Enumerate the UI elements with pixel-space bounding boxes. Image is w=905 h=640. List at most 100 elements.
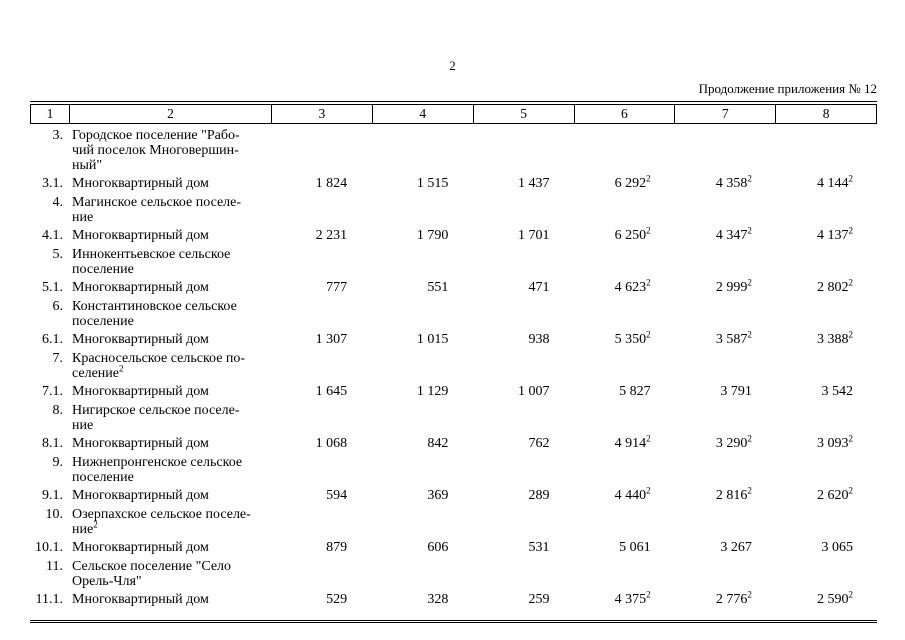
value-cell [371,299,472,329]
footnote-superscript: 2 [747,173,752,184]
name-line: ние [72,210,94,225]
name-line: Озерпахское сельское поселе- [72,507,251,522]
name-line: селение2 [72,363,124,381]
value-cell: 471 [528,280,550,295]
value-cell: 529 [326,592,348,607]
value-cell [776,403,877,433]
footnote-superscript: 2 [848,277,853,288]
row-name: Многоквартирный дом [68,228,270,243]
value-cell: 551 [427,280,449,295]
value-cell: 2 5902 [816,589,853,607]
value-cell [675,455,776,485]
value-cell [675,128,776,173]
value-cell: 3 2902 [715,433,752,451]
name-line: Многоквартирный дом [72,280,209,295]
value-cell [270,403,371,433]
value-cell: 3 0932 [816,433,853,451]
table-row: 10. Озерпахское сельское поселе-ние2 [30,507,877,537]
table-row: 3. Городское поселение "Рабо-чий поселок … [30,128,877,173]
row-name: Магинское сельское поселе-ние [68,195,270,225]
name-line: Сельское поселение "Село [72,559,232,574]
value-cell [776,128,877,173]
value-cell [472,559,573,589]
value-cell: 4 3472 [715,225,752,243]
name-line: поселение [72,262,134,277]
value-cell [675,195,776,225]
row-number: 4.1. [42,228,63,243]
row-name: Сельское поселение "Село Орель-Чля" [68,559,270,589]
value-cell: 531 [528,540,550,555]
row-name: Многоквартирный дом [68,592,270,607]
value-cell: 289 [528,488,550,503]
value-cell [371,195,472,225]
value-cell [573,507,674,537]
name-line: ние2 [72,519,98,537]
footnote-superscript: 2 [747,329,752,340]
value-cell: 606 [427,540,449,555]
value-cell: 2 8162 [715,485,752,503]
footnote-superscript: 2 [848,329,853,340]
name-line: Нижнепронгенское сельское [72,455,243,470]
name-line: Многоквартирный дом [72,592,209,607]
name-line: поселение [72,314,134,329]
table-row: 7.1. Многоквартирный дом 1 645 1 129 1 007 5 … [30,384,877,399]
row-number: 8.1. [42,436,63,451]
name-line: Многоквартирный дом [72,384,209,399]
row-number: 6. [52,299,64,314]
row-name: Озерпахское сельское поселе-ние2 [68,507,270,537]
continuation-note: Продолжение приложения № 12 [698,81,877,96]
value-cell: 777 [326,280,348,295]
table-row: 3.1. Многоквартирный дом 1 824 1 515 1 437 6 … [30,173,877,191]
row-number: 3.1. [42,176,63,191]
row-number: 10.1. [35,540,63,555]
value-cell [573,455,674,485]
value-cell [573,403,674,433]
name-line: Многоквартирный дом [72,540,209,555]
name-line: Многоквартирный дом [72,436,209,451]
table-header-cell: 3 [271,105,372,123]
value-cell: 4 3582 [715,173,752,191]
value-cell: 3 065 [821,540,853,555]
page-number: 2 [449,58,456,73]
row-name: Многоквартирный дом [68,540,270,555]
value-cell [776,247,877,277]
value-cell: 594 [326,488,348,503]
footnote-superscript: 2 [747,589,752,600]
value-cell: 1 007 [517,384,550,399]
row-name: Красносельское сельское по-селение2 [68,351,270,381]
name-line: Орель-Чля" [72,574,142,589]
row-number: 9. [52,455,64,470]
row-name: Иннокентьевское сельское поселение [68,247,270,277]
value-cell: 2 9992 [715,277,752,295]
value-cell: 4 1372 [816,225,853,243]
footnote-superscript: 2 [747,485,752,496]
value-cell [371,128,472,173]
value-cell [472,195,573,225]
value-cell [776,455,877,485]
value-cell: 1 701 [517,228,550,243]
value-cell: 1 068 [315,436,348,451]
row-name: Многоквартирный дом [68,176,270,191]
value-cell: 5 061 [619,540,651,555]
footnote-superscript: 2 [646,433,651,444]
value-cell [270,559,371,589]
value-cell [675,299,776,329]
value-cell: 3 791 [720,384,752,399]
value-cell [776,195,877,225]
value-cell [270,455,371,485]
table-header-cell: 2 [69,105,271,123]
name-line: ние [72,418,94,433]
table-row: 8. Нигирское сельское поселе-ние [30,403,877,433]
row-name: Многоквартирный дом [68,384,270,399]
row-name: Многоквартирный дом [68,332,270,347]
value-cell [573,195,674,225]
footnote-superscript: 2 [646,589,651,600]
value-cell [371,507,472,537]
footnote-superscript: 2 [646,277,651,288]
row-number: 7.1. [42,384,63,399]
table-row: 5.1. Многоквартирный дом 777 551 471 4 6232 2 … [30,277,877,295]
value-cell: 6 2922 [614,173,651,191]
row-number: 10. [45,507,64,522]
